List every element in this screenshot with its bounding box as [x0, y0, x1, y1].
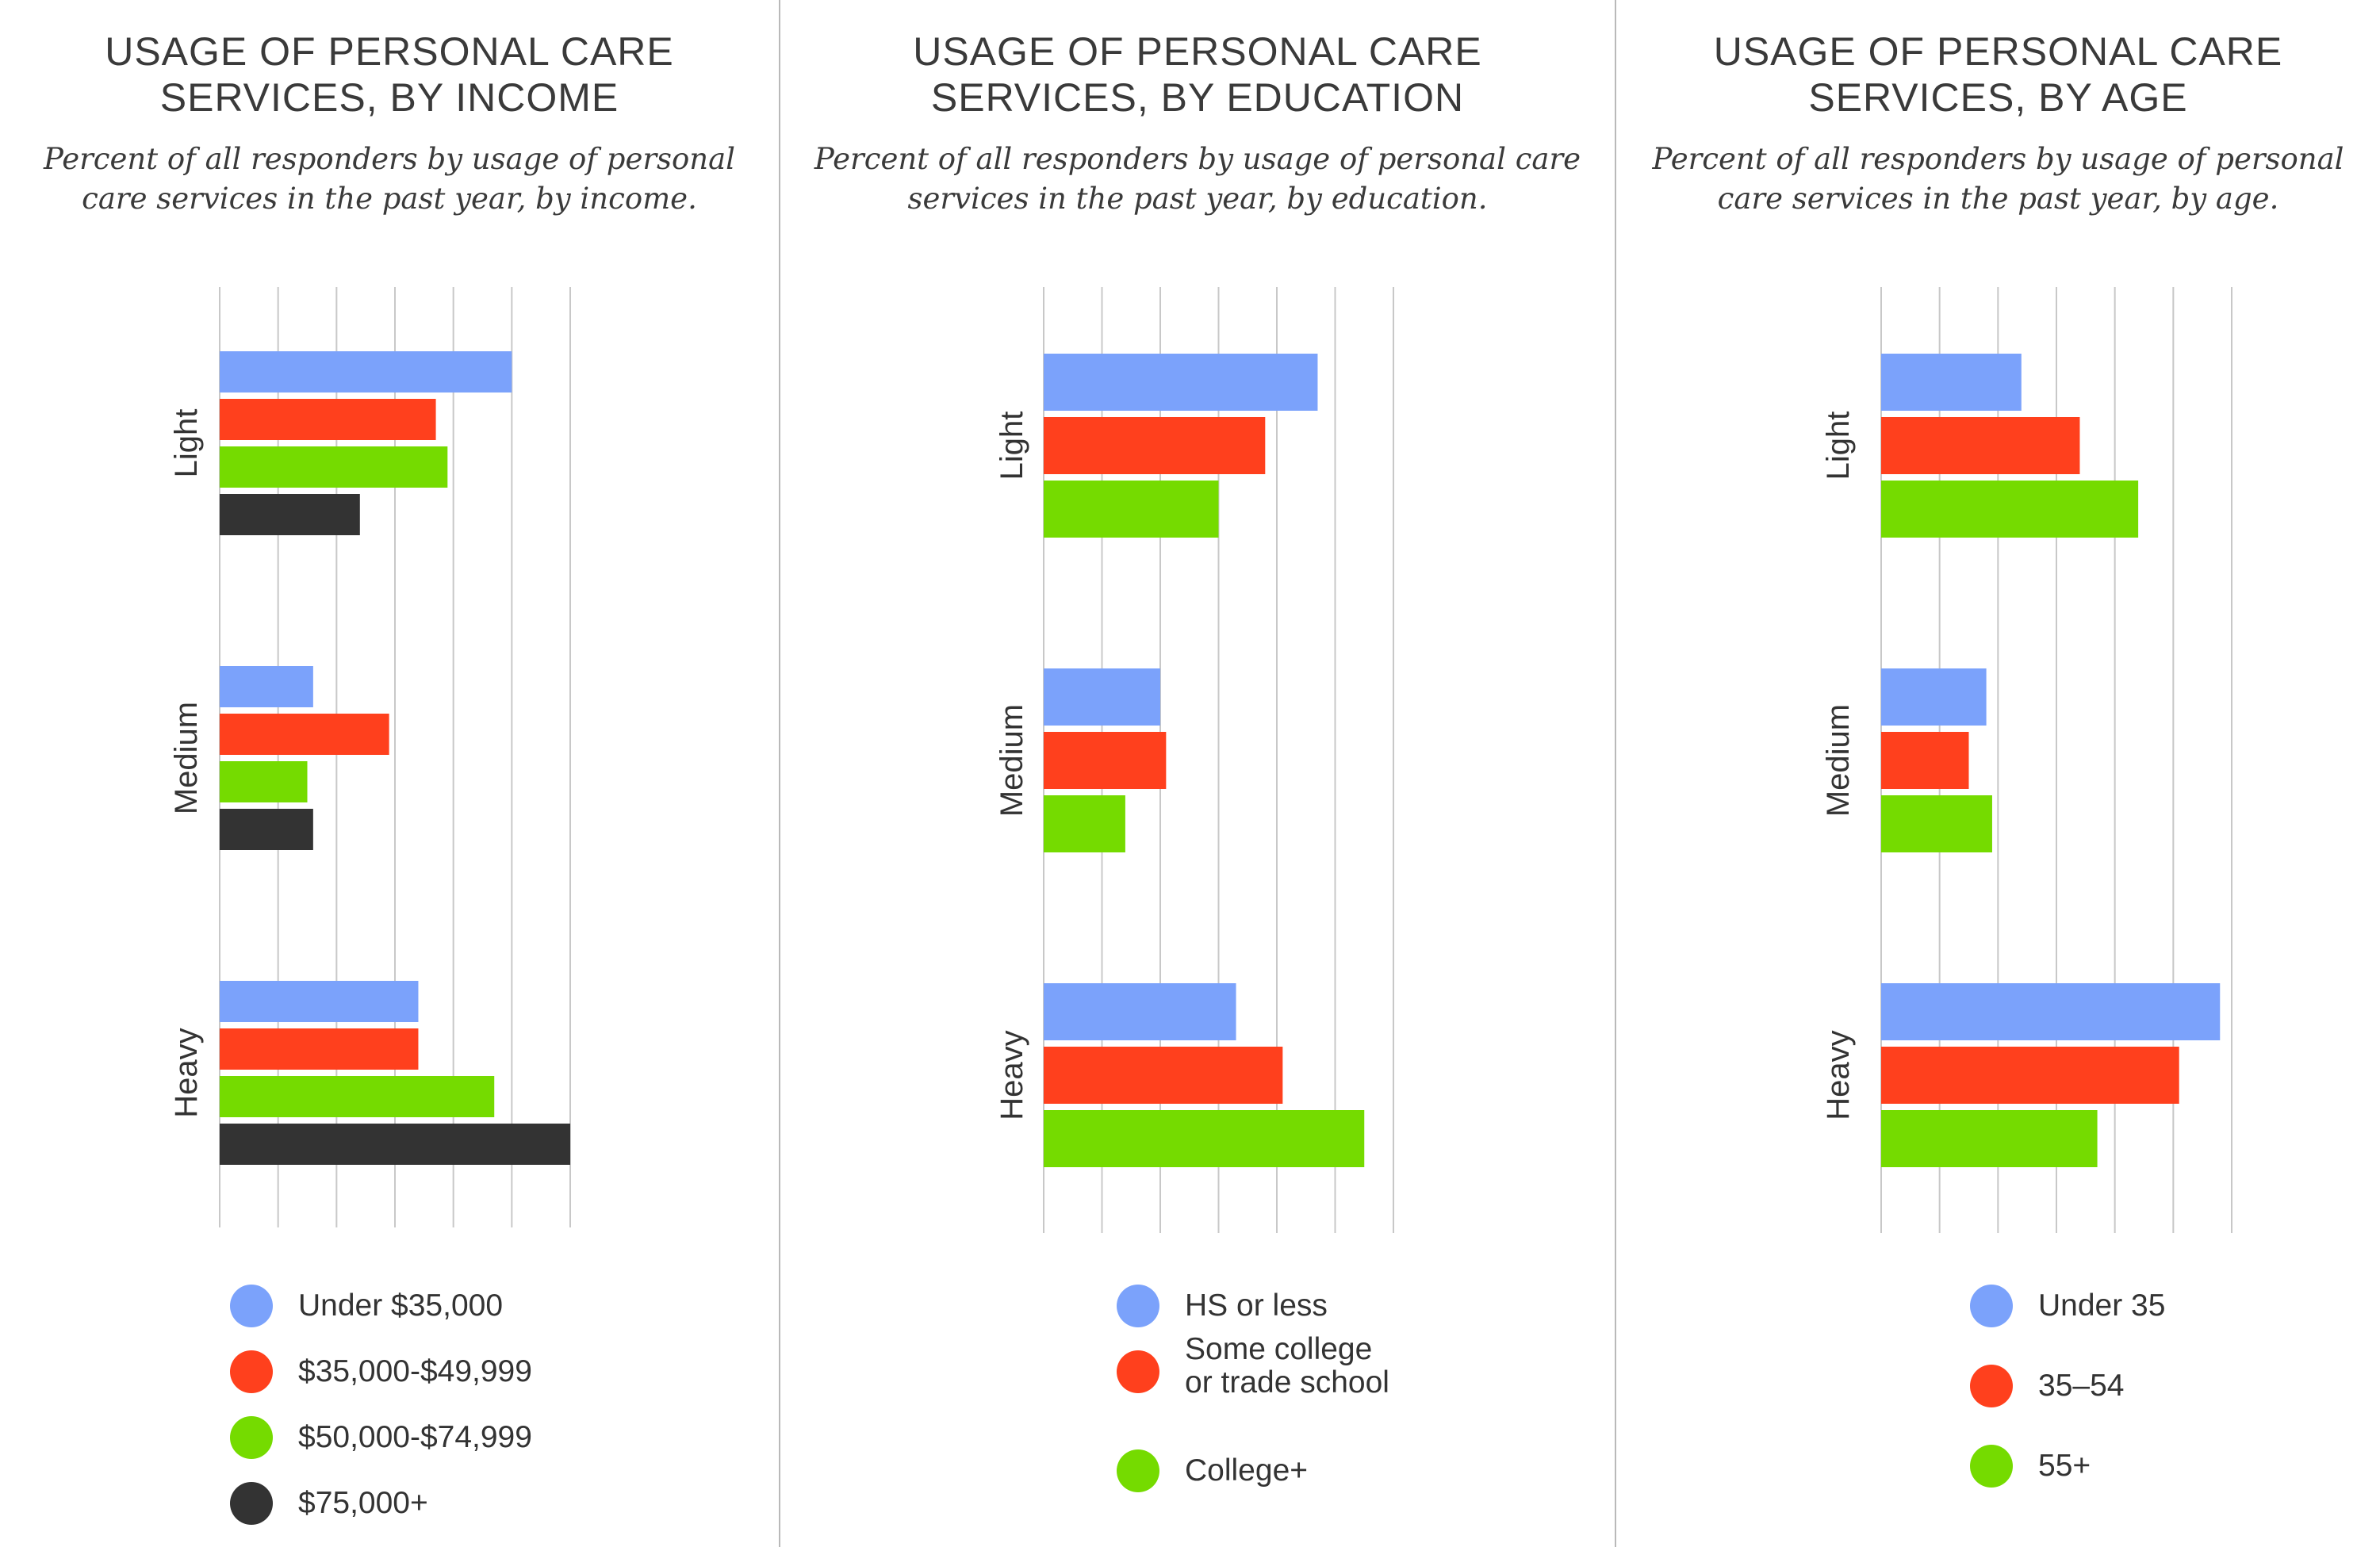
bar-light-2 [1881, 481, 2139, 538]
panel-divider [779, 0, 780, 1547]
legend-label: $75,000+ [298, 1487, 428, 1520]
legend-label-line: Some college [1185, 1332, 1373, 1366]
chart-subtitle-line: services in the past year, by education. [907, 182, 1488, 216]
bar-medium-1 [220, 714, 389, 755]
bar-heavy-1 [1881, 1047, 2179, 1104]
bar-light-1 [1044, 417, 1266, 474]
legend-label: Under 35 [2038, 1289, 2165, 1323]
bar-medium-2 [1044, 795, 1125, 852]
category-label-light: Light [995, 412, 1029, 481]
legend-label: College+ [1185, 1454, 1308, 1488]
chart-subtitle: Percent of all responders by usage of pe… [1616, 140, 2380, 219]
bar-heavy-0 [220, 981, 419, 1022]
bar-light-1 [220, 399, 436, 440]
legend-swatch [230, 1350, 273, 1393]
legend-label: $50,000-$74,999 [298, 1421, 532, 1454]
bar-medium-2 [1881, 795, 1992, 852]
chart-subtitle-line: care services in the past year, by incom… [82, 182, 697, 216]
bar-medium-0 [1881, 668, 1987, 726]
legend-label: HS or less [1185, 1289, 1328, 1323]
bar-heavy-3 [220, 1124, 570, 1165]
bar-medium-0 [220, 666, 313, 707]
panel-divider [1615, 0, 1616, 1547]
category-label-heavy: Heavy [995, 1030, 1029, 1120]
category-label-medium: Medium [169, 702, 204, 814]
legend-label: Some college or trade school [1185, 1333, 1389, 1400]
legend-label: 55+ [2038, 1449, 2091, 1483]
category-label-light: Light [169, 409, 204, 478]
chart-subtitle: Percent of all responders by usage of pe… [780, 140, 1615, 219]
bar-heavy-2 [1881, 1110, 2098, 1167]
legend-label-line: HS or less [1185, 1289, 1328, 1323]
category-label-light: Light [1821, 412, 1856, 481]
legend-label-line: Under 35 [2038, 1289, 2166, 1323]
chart-subtitle: Percent of all responders by usage of pe… [0, 140, 779, 219]
bar-heavy-0 [1881, 983, 2221, 1040]
bar-medium-1 [1881, 732, 1969, 789]
legend-label-line: College+ [1185, 1453, 1309, 1488]
chart-panel-age: USAGE OF PERSONAL CARE SERVICES, BY AGE … [1616, 0, 2380, 1547]
category-label-heavy: Heavy [169, 1028, 204, 1117]
chart-subtitle-line: Percent of all responders by usage of pe… [43, 142, 736, 176]
bar-heavy-1 [1044, 1047, 1283, 1104]
bar-medium-3 [220, 809, 313, 850]
legend-label-line: 35–54 [2038, 1369, 2125, 1403]
bar-heavy-1 [220, 1028, 419, 1070]
bar-light-0 [1881, 354, 2022, 411]
chart-title-line: SERVICES, BY EDUCATION [930, 75, 1465, 120]
chart-panel-education: USAGE OF PERSONAL CARE SERVICES, BY EDUC… [780, 0, 1615, 1547]
legend-swatch [230, 1285, 273, 1327]
legend-swatch [1970, 1445, 2013, 1488]
legend-swatch [1117, 1350, 1159, 1393]
legend-label-line: $75,000+ [298, 1486, 428, 1520]
bar-medium-1 [1044, 732, 1167, 789]
chart-subtitle-line: Percent of all responders by usage of pe… [1652, 142, 2344, 176]
chart-title: USAGE OF PERSONAL CARE SERVICES, BY EDUC… [780, 29, 1615, 121]
bar-heavy-2 [1044, 1110, 1365, 1167]
legend-label: 35–54 [2038, 1369, 2124, 1403]
bar-heavy-0 [1044, 983, 1236, 1040]
bar-medium-0 [1044, 668, 1160, 726]
category-label-heavy: Heavy [1821, 1030, 1856, 1120]
category-label-medium: Medium [1821, 704, 1856, 817]
category-label-medium: Medium [995, 704, 1029, 817]
legend-swatch [1970, 1365, 2013, 1407]
chart-panel-income: USAGE OF PERSONAL CARE SERVICES, BY INCO… [0, 0, 779, 1547]
legend-label-line: $35,000-$49,999 [298, 1354, 532, 1388]
chart-title-line: USAGE OF PERSONAL CARE [1713, 29, 2283, 74]
legend-label-line: or trade school [1185, 1365, 1389, 1400]
legend-swatch [1117, 1285, 1159, 1327]
bar-heavy-2 [220, 1076, 495, 1117]
chart-subtitle-line: care services in the past year, by age. [1717, 182, 2279, 216]
legend-swatch [230, 1482, 273, 1525]
legend-label: Under $35,000 [298, 1289, 503, 1323]
chart-title: USAGE OF PERSONAL CARE SERVICES, BY AGE [1616, 29, 2380, 121]
chart-title-line: SERVICES, BY AGE [1808, 75, 2188, 120]
chart-title-line: USAGE OF PERSONAL CARE [105, 29, 674, 74]
chart-title-line: SERVICES, BY INCOME [159, 75, 619, 120]
bar-medium-2 [220, 761, 308, 802]
bar-light-0 [220, 351, 512, 392]
chart-subtitle-line: Percent of all responders by usage of pe… [814, 142, 1581, 176]
legend-label: $35,000-$49,999 [298, 1355, 532, 1388]
legend-swatch [1970, 1285, 2013, 1327]
bar-light-0 [1044, 354, 1318, 411]
legend-label-line: Under $35,000 [298, 1289, 504, 1323]
legend-swatch [1117, 1449, 1159, 1492]
bar-light-2 [1044, 481, 1219, 538]
chart-title-line: USAGE OF PERSONAL CARE [913, 29, 1482, 74]
legend-label-line: 55+ [2038, 1449, 2091, 1483]
bar-light-1 [1881, 417, 2080, 474]
bar-light-2 [220, 446, 448, 488]
bar-light-3 [220, 494, 360, 535]
legend-label-line: $50,000-$74,999 [298, 1420, 532, 1454]
legend-swatch [230, 1416, 273, 1459]
chart-title: USAGE OF PERSONAL CARE SERVICES, BY INCO… [0, 29, 779, 121]
